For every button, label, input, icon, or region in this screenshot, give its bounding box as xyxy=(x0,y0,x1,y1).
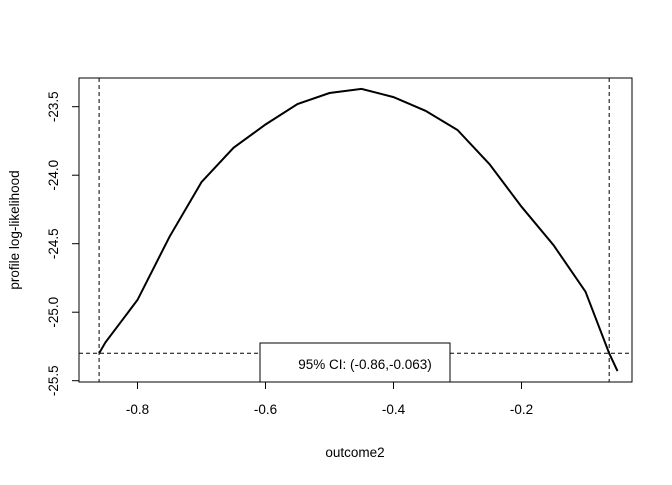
legend-text: 95% CI: (-0.86,-0.063) xyxy=(298,357,432,372)
y-axis-label: profile log-likelihood xyxy=(7,170,22,289)
y-tick-label: -24.5 xyxy=(46,228,61,259)
likelihood-curve xyxy=(98,87,619,372)
y-tick-label: -24.0 xyxy=(46,160,61,191)
y-tick-label: -23.5 xyxy=(46,91,61,122)
x-axis-label: outcome2 xyxy=(325,445,384,460)
legend-box xyxy=(259,342,451,383)
x-tick-label: -0.6 xyxy=(254,402,277,417)
plot-frame xyxy=(78,77,633,383)
x-tick-label: -0.2 xyxy=(510,402,533,417)
x-tick-label: -0.8 xyxy=(126,402,149,417)
y-tick-label: -25.0 xyxy=(46,297,61,328)
y-tick-label: -25.5 xyxy=(46,365,61,396)
x-tick-label: -0.4 xyxy=(382,402,406,417)
